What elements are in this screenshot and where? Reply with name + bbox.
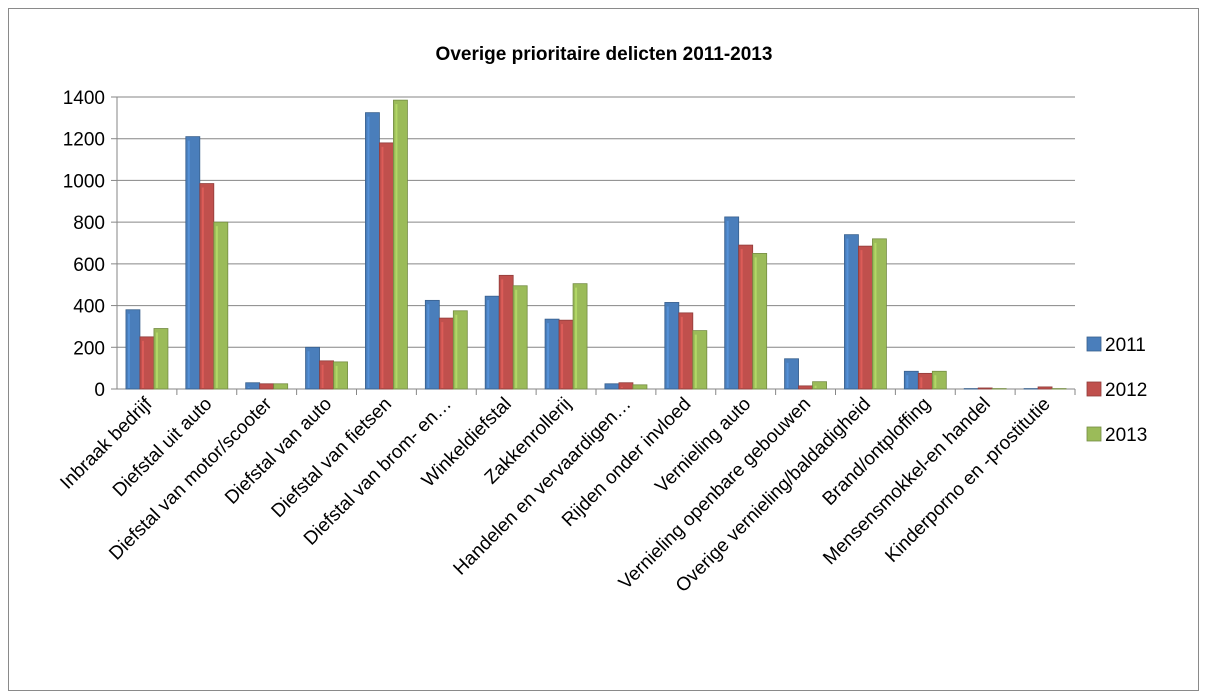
y-tick-label: 0 [94,380,105,401]
x-tick-label: Brand/ontploffing [819,394,935,510]
bar-2011-2 [245,382,261,390]
bar-2012-8 [618,382,634,390]
legend-swatch-2013 [1086,426,1102,442]
bar-2011-8 [604,383,620,390]
y-tick-label: 200 [73,338,105,359]
y-tick-label: 1200 [63,130,105,151]
legend-label-2012: 2012 [1105,380,1147,401]
bar-2013-2 [273,383,289,390]
y-tick-label: 600 [73,255,105,276]
bar-2011-14 [963,388,979,390]
bar-2012-14 [977,387,993,390]
bar-2012-15 [1037,386,1053,390]
legend-swatch-2011 [1086,336,1102,352]
bar-2013-15 [1051,388,1067,390]
y-tick-label: 800 [73,213,105,234]
bar-2012-2 [259,383,275,390]
bar-2012-11 [798,385,813,390]
bar-2013-8 [632,384,648,390]
bar-2013-14 [991,388,1007,390]
y-tick-label: 1000 [63,171,105,192]
chart-title: Overige prioritaire delicten 2011-2013 [435,44,773,65]
legend-label-2013: 2013 [1105,425,1147,446]
legend-label-2011: 2011 [1105,335,1146,356]
legend-swatch-2012 [1086,381,1102,397]
y-tick-label: 1400 [63,88,105,109]
bar-2013-11 [812,381,827,390]
bar-2011-15 [1023,388,1039,390]
x-tick-label: Diefstal van auto [221,394,336,509]
y-tick-label: 400 [73,297,105,318]
